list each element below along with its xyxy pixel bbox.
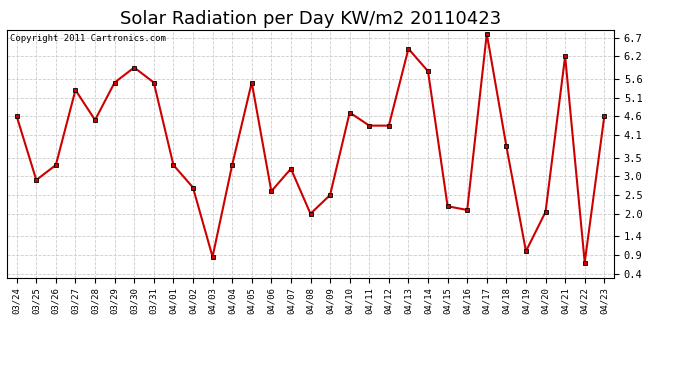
Text: Copyright 2011 Cartronics.com: Copyright 2011 Cartronics.com xyxy=(10,34,166,43)
Title: Solar Radiation per Day KW/m2 20110423: Solar Radiation per Day KW/m2 20110423 xyxy=(120,10,501,28)
